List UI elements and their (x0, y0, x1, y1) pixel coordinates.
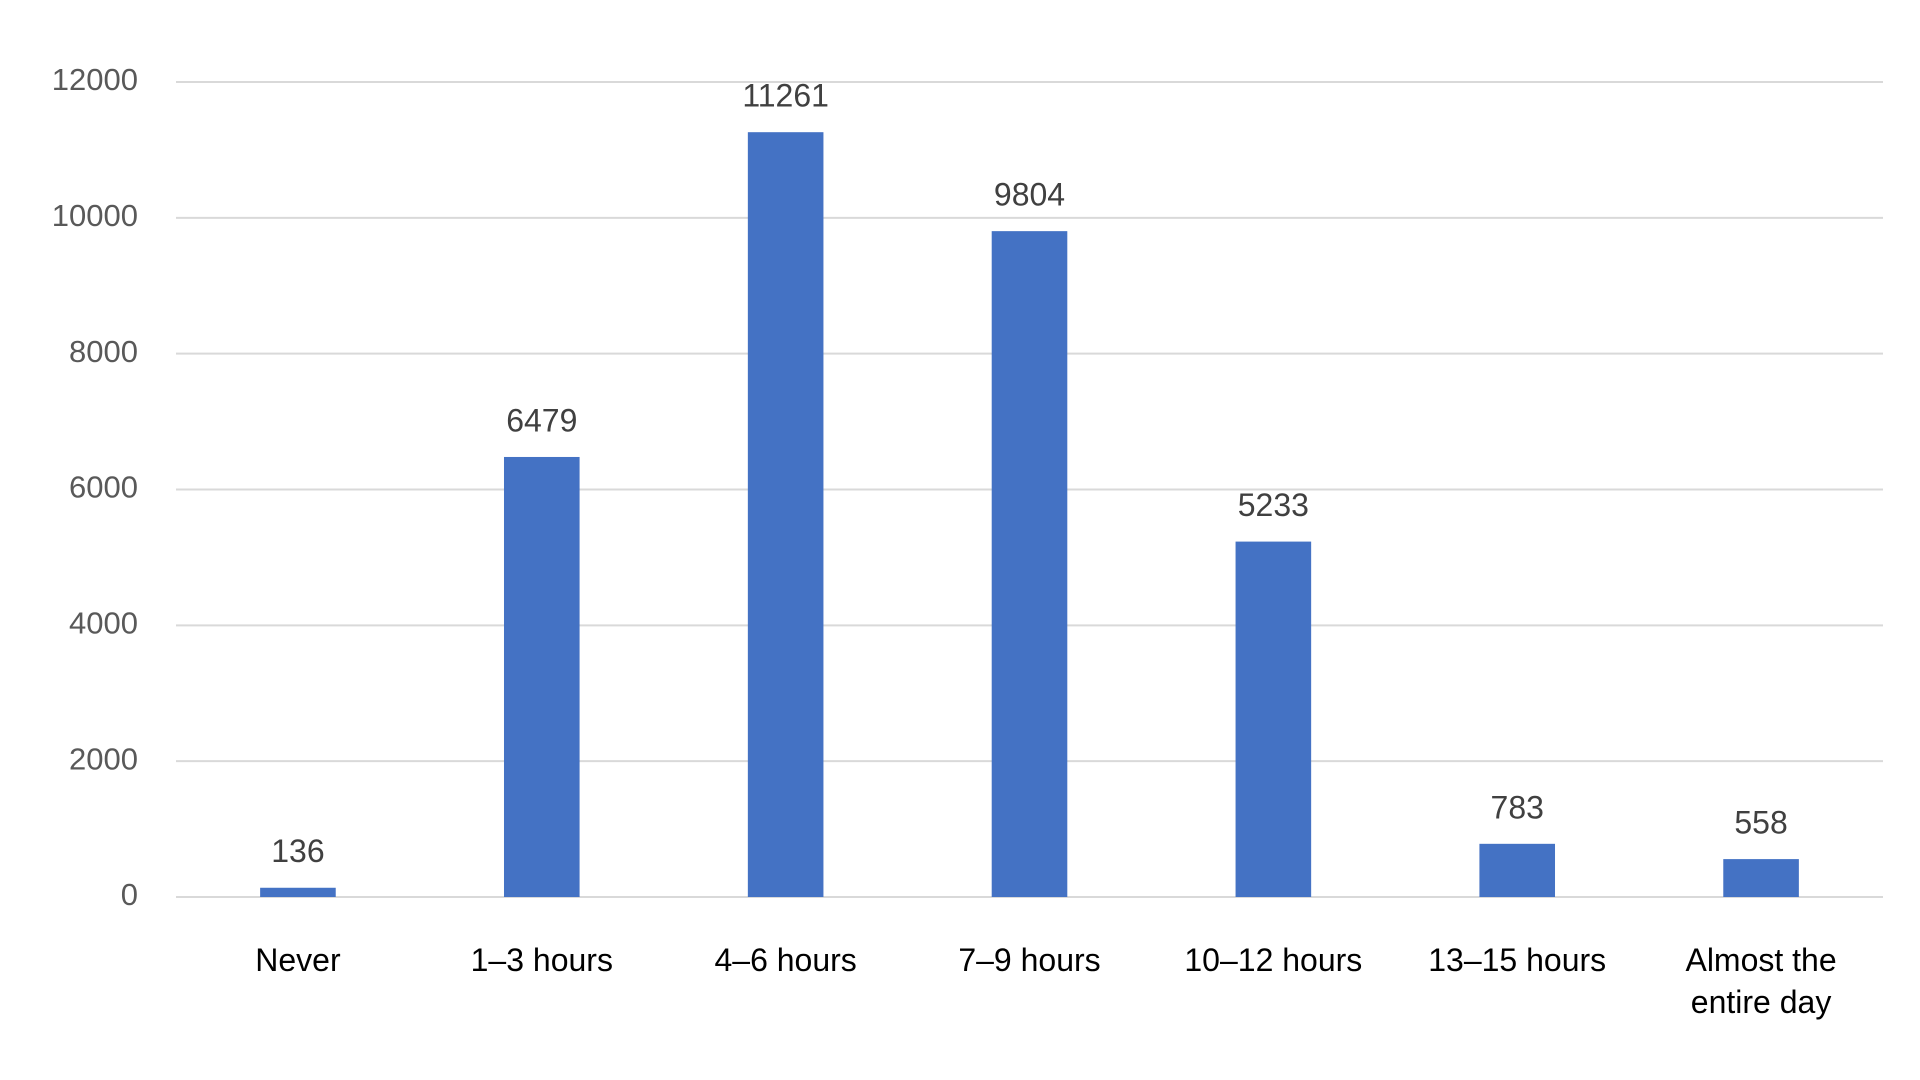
data-label: 5233 (1238, 487, 1309, 523)
y-tick-label: 6000 (69, 470, 138, 505)
y-tick-label: 2000 (69, 741, 138, 776)
data-label: 11261 (742, 78, 829, 114)
data-label: 136 (271, 833, 324, 869)
data-label: 783 (1491, 789, 1544, 825)
data-label: 558 (1734, 805, 1787, 841)
bar (991, 231, 1068, 897)
bar (260, 887, 336, 897)
data-label: 6479 (506, 402, 577, 438)
data-label: 9804 (994, 177, 1065, 213)
bar (503, 456, 580, 897)
x-tick-label: Almost the entire day (1685, 942, 1837, 1020)
x-tick-label: 4–6 hours (714, 942, 857, 978)
x-tick-label: 7–9 hours (958, 942, 1101, 978)
x-tick-label: 13–15 hours (1428, 942, 1607, 978)
x-tick-label: Never (255, 942, 341, 978)
bar (1723, 859, 1799, 897)
y-tick-label: 4000 (69, 606, 138, 641)
y-tick-label: 10000 (52, 198, 138, 233)
bar (747, 132, 824, 897)
bar (1479, 843, 1556, 897)
y-tick-label: 0 (121, 877, 138, 912)
y-tick-label: 8000 (69, 334, 138, 369)
bar (1235, 541, 1312, 897)
x-tick-label: 1–3 hours (470, 942, 613, 978)
y-tick-label: 12000 (52, 62, 138, 97)
x-tick-label: 10–12 hours (1184, 942, 1363, 978)
